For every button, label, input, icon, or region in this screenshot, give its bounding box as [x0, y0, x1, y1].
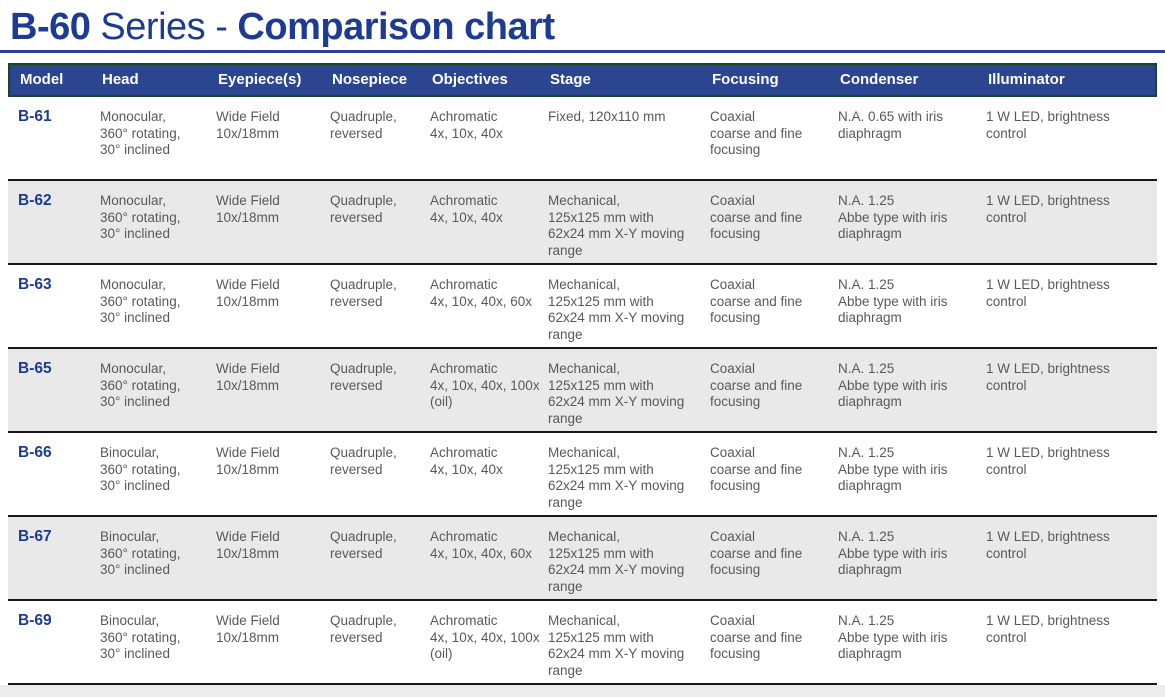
column-header-condenser: Condenser [840, 71, 919, 88]
focusing-cell: Coaxial coarse and fine focusing [710, 445, 803, 493]
focusing-cell: Coaxial coarse and fine focusing [710, 529, 803, 577]
nosepiece-cell: Quadruple, reversed [330, 109, 397, 141]
illuminator-cell: 1 W LED, brightness control [986, 109, 1110, 141]
comparison-table: Model Head Eyepiece(s) Nosepiece Objecti… [8, 63, 1157, 685]
illuminator-cell: 1 W LED, brightness control [986, 529, 1110, 561]
head-cell: Monocular, 360° rotating, 30° inclined [100, 361, 181, 409]
table-row: B-61 Monocular, 360° rotating, 30° incli… [8, 97, 1157, 181]
condenser-cell: N.A. 0.65 with iris diaphragm [838, 109, 944, 141]
column-header-head: Head [102, 71, 139, 88]
head-cell: Monocular, 360° rotating, 30° inclined [100, 193, 181, 241]
nosepiece-cell: Quadruple, reversed [330, 613, 397, 645]
table-body: B-61 Monocular, 360° rotating, 30° incli… [8, 97, 1157, 685]
table-row: B-67 Binocular, 360° rotating, 30° incli… [8, 517, 1157, 601]
page-title-series-code: B-60 [10, 6, 91, 48]
condenser-cell: N.A. 1.25 Abbe type with iris diaphragm [838, 529, 948, 577]
column-header-nosepiece: Nosepiece [332, 71, 408, 88]
stage-cell: Fixed, 120x110 mm [548, 109, 666, 124]
head-cell: Binocular, 360° rotating, 30° inclined [100, 529, 181, 577]
condenser-cell: N.A. 1.25 Abbe type with iris diaphragm [838, 277, 948, 325]
eyepiece-cell: Wide Field 10x/18mm [216, 445, 280, 477]
objectives-cell: Achromatic 4x, 10x, 40x [430, 193, 503, 225]
model-cell: B-67 [18, 528, 52, 545]
page-title-series-word: Series - [90, 6, 238, 48]
table-row: B-66 Binocular, 360° rotating, 30° incli… [8, 433, 1157, 517]
stage-cell: Mechanical, 125x125 mm with 62x24 mm X-Y… [548, 529, 685, 594]
table-row: B-62 Monocular, 360° rotating, 30° incli… [8, 181, 1157, 265]
objectives-cell: Achromatic 4x, 10x, 40x [430, 109, 503, 141]
model-cell: B-66 [18, 444, 52, 461]
eyepiece-cell: Wide Field 10x/18mm [216, 109, 280, 141]
illuminator-cell: 1 W LED, brightness control [986, 613, 1110, 645]
nosepiece-cell: Quadruple, reversed [330, 361, 397, 393]
head-cell: Monocular, 360° rotating, 30° inclined [100, 277, 181, 325]
stage-cell: Mechanical, 125x125 mm with 62x24 mm X-Y… [548, 277, 685, 342]
model-cell: B-63 [18, 276, 52, 293]
eyepiece-cell: Wide Field 10x/18mm [216, 613, 280, 645]
model-cell: B-65 [18, 360, 52, 377]
model-cell: B-69 [18, 612, 52, 629]
column-header-focusing: Focusing [712, 71, 779, 88]
stage-cell: Mechanical, 125x125 mm with 62x24 mm X-Y… [548, 361, 685, 426]
model-cell: B-62 [18, 192, 52, 209]
column-header-stage: Stage [550, 71, 591, 88]
objectives-cell: Achromatic 4x, 10x, 40x, 100x (oil) [430, 613, 540, 661]
illuminator-cell: 1 W LED, brightness control [986, 193, 1110, 225]
spacer [0, 53, 1165, 63]
focusing-cell: Coaxial coarse and fine focusing [710, 361, 803, 409]
nosepiece-cell: Quadruple, reversed [330, 277, 397, 309]
focusing-cell: Coaxial coarse and fine focusing [710, 613, 803, 661]
stage-cell: Mechanical, 125x125 mm with 62x24 mm X-Y… [548, 193, 685, 258]
objectives-cell: Achromatic 4x, 10x, 40x, 60x [430, 277, 533, 309]
illuminator-cell: 1 W LED, brightness control [986, 277, 1110, 309]
table-row: B-65 Monocular, 360° rotating, 30° incli… [8, 349, 1157, 433]
objectives-cell: Achromatic 4x, 10x, 40x, 100x (oil) [430, 361, 540, 409]
page-title: B-60 Series - Comparison chart [0, 0, 1165, 50]
head-cell: Binocular, 360° rotating, 30° inclined [100, 445, 181, 493]
eyepiece-cell: Wide Field 10x/18mm [216, 193, 280, 225]
condenser-cell: N.A. 1.25 Abbe type with iris diaphragm [838, 445, 948, 493]
column-header-illuminator: Illuminator [988, 71, 1065, 88]
nosepiece-cell: Quadruple, reversed [330, 445, 397, 477]
condenser-cell: N.A. 1.25 Abbe type with iris diaphragm [838, 613, 948, 661]
nosepiece-cell: Quadruple, reversed [330, 193, 397, 225]
title-underline [0, 50, 1165, 53]
head-cell: Binocular, 360° rotating, 30° inclined [100, 613, 181, 661]
column-header-model: Model [20, 71, 64, 88]
eyepiece-cell: Wide Field 10x/18mm [216, 529, 280, 561]
column-header-eyepiece: Eyepiece(s) [218, 71, 302, 88]
illuminator-cell: 1 W LED, brightness control [986, 445, 1110, 477]
illuminator-cell: 1 W LED, brightness control [986, 361, 1110, 393]
head-cell: Monocular, 360° rotating, 30° inclined [100, 109, 181, 157]
condenser-cell: N.A. 1.25 Abbe type with iris diaphragm [838, 361, 948, 409]
focusing-cell: Coaxial coarse and fine focusing [710, 109, 803, 157]
bottom-strip [0, 685, 1165, 697]
model-cell: B-61 [18, 108, 52, 125]
focusing-cell: Coaxial coarse and fine focusing [710, 193, 803, 241]
condenser-cell: N.A. 1.25 Abbe type with iris diaphragm [838, 193, 948, 241]
page-title-chart-word: Comparison chart [237, 6, 555, 48]
eyepiece-cell: Wide Field 10x/18mm [216, 277, 280, 309]
table-row: B-63 Monocular, 360° rotating, 30° incli… [8, 265, 1157, 349]
nosepiece-cell: Quadruple, reversed [330, 529, 397, 561]
objectives-cell: Achromatic 4x, 10x, 40x [430, 445, 503, 477]
focusing-cell: Coaxial coarse and fine focusing [710, 277, 803, 325]
stage-cell: Mechanical, 125x125 mm with 62x24 mm X-Y… [548, 445, 685, 510]
column-header-objectives: Objectives [432, 71, 508, 88]
table-row: B-69 Binocular, 360° rotating, 30° incli… [8, 601, 1157, 685]
objectives-cell: Achromatic 4x, 10x, 40x, 60x [430, 529, 533, 561]
eyepiece-cell: Wide Field 10x/18mm [216, 361, 280, 393]
stage-cell: Mechanical, 125x125 mm with 62x24 mm X-Y… [548, 613, 685, 678]
table-header-row: Model Head Eyepiece(s) Nosepiece Objecti… [8, 63, 1157, 97]
